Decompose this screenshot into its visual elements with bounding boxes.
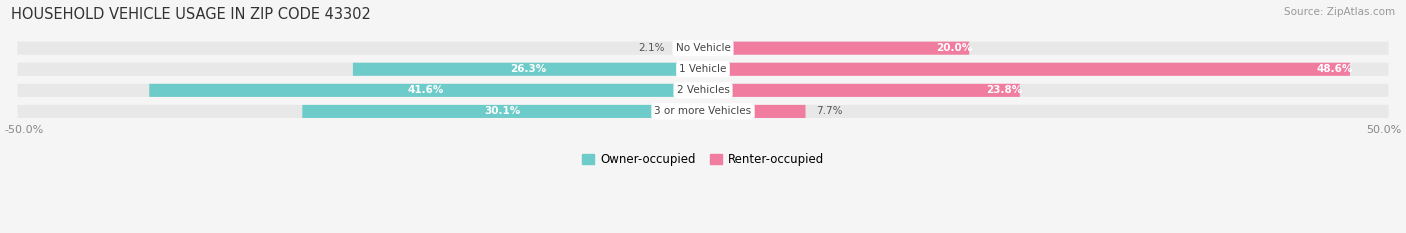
Text: 23.8%: 23.8% bbox=[987, 85, 1022, 95]
FancyBboxPatch shape bbox=[302, 105, 703, 118]
FancyBboxPatch shape bbox=[703, 105, 806, 118]
FancyBboxPatch shape bbox=[703, 42, 969, 55]
FancyBboxPatch shape bbox=[149, 84, 703, 97]
FancyBboxPatch shape bbox=[703, 84, 1019, 97]
FancyBboxPatch shape bbox=[17, 63, 1389, 76]
Text: 30.1%: 30.1% bbox=[485, 106, 520, 116]
Text: 2 Vehicles: 2 Vehicles bbox=[676, 85, 730, 95]
Text: 26.3%: 26.3% bbox=[510, 64, 546, 74]
FancyBboxPatch shape bbox=[675, 42, 703, 55]
FancyBboxPatch shape bbox=[17, 42, 1389, 55]
Text: -50.0%: -50.0% bbox=[4, 125, 44, 135]
FancyBboxPatch shape bbox=[703, 63, 1350, 76]
Text: 48.6%: 48.6% bbox=[1316, 64, 1353, 74]
Text: 3 or more Vehicles: 3 or more Vehicles bbox=[654, 106, 752, 116]
FancyBboxPatch shape bbox=[17, 84, 1389, 97]
Text: 20.0%: 20.0% bbox=[936, 43, 972, 53]
Text: Source: ZipAtlas.com: Source: ZipAtlas.com bbox=[1284, 7, 1395, 17]
Text: 7.7%: 7.7% bbox=[815, 106, 842, 116]
Text: HOUSEHOLD VEHICLE USAGE IN ZIP CODE 43302: HOUSEHOLD VEHICLE USAGE IN ZIP CODE 4330… bbox=[11, 7, 371, 22]
FancyBboxPatch shape bbox=[353, 63, 703, 76]
Text: 41.6%: 41.6% bbox=[408, 85, 444, 95]
FancyBboxPatch shape bbox=[17, 105, 1389, 118]
Text: No Vehicle: No Vehicle bbox=[675, 43, 731, 53]
Text: 50.0%: 50.0% bbox=[1367, 125, 1402, 135]
Text: 2.1%: 2.1% bbox=[638, 43, 665, 53]
Legend: Owner-occupied, Renter-occupied: Owner-occupied, Renter-occupied bbox=[582, 153, 824, 166]
Text: 1 Vehicle: 1 Vehicle bbox=[679, 64, 727, 74]
